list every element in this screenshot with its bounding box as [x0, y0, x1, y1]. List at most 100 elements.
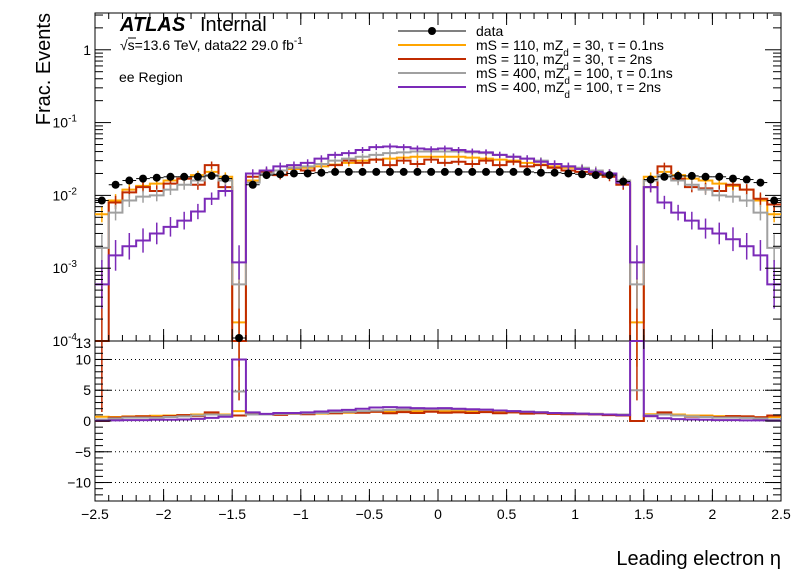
main-series-group [95, 143, 781, 412]
data-point [427, 167, 436, 176]
y-tick-base: 10 [53, 187, 69, 203]
data-point [413, 167, 422, 176]
y-tick-exp: -2 [68, 186, 77, 197]
data-point [660, 172, 669, 181]
legend-label-main: mS = 400, mZ [476, 65, 565, 81]
data-point [468, 167, 477, 176]
legend-label-rest: = 30, τ = 0.1ns [569, 37, 664, 53]
data-point [482, 167, 491, 176]
ratio-series-1-line [95, 410, 781, 422]
data-point [248, 180, 257, 189]
data-point [372, 167, 381, 176]
legend-label-rest: = 100, τ = 2ns [570, 79, 661, 95]
y-tick-base: 10 [53, 333, 69, 349]
data-point [111, 180, 120, 189]
data-point [550, 168, 559, 177]
data-point [523, 167, 532, 176]
x-tick-label: −2.5 [81, 506, 109, 522]
y-tick-exp: -4 [68, 332, 77, 343]
y-tick-label: 10-3 [53, 259, 78, 276]
data-point [495, 167, 504, 176]
y-tick-label: 10-2 [53, 186, 78, 203]
data-point [193, 172, 202, 181]
y-tick-label: 1 [83, 42, 91, 58]
data-point [742, 175, 751, 184]
data-point [646, 175, 655, 184]
legend-data-marker [428, 27, 436, 35]
ratio-series-3-line [95, 340, 781, 422]
data-point [578, 170, 587, 179]
y-tick-label: 10-4 [53, 332, 78, 349]
ratio-y-top-label: 13 [75, 335, 91, 351]
legend-label: mS = 110, mZd = 30, τ = 0.1ns [476, 37, 664, 59]
data-point [454, 167, 463, 176]
y-tick-label: 10-1 [53, 114, 78, 131]
x-tick-label: −2 [156, 506, 172, 522]
legend-label-sub: d [563, 62, 569, 73]
legend-label-rest: = 30, τ = 2ns [569, 51, 652, 67]
data-point [289, 169, 298, 178]
data-point [619, 177, 628, 186]
data-point [262, 171, 271, 180]
x-tick-label: −1 [293, 506, 309, 522]
data-point [591, 171, 600, 180]
lumi-text: √s=13.6 TeV, data22 29.0 fb [120, 37, 294, 53]
data-point [399, 167, 408, 176]
data-point [756, 178, 765, 187]
data-point [344, 167, 353, 176]
ratio-y-tick-label: −10 [67, 475, 91, 491]
ratio-series-group [95, 340, 781, 422]
data-point [564, 169, 573, 178]
data-point [770, 196, 779, 205]
ratio-y-tick-label: 0 [83, 413, 91, 429]
ratio-y-tick-label: 10 [75, 351, 91, 367]
y-axis-label: Frac. Events [33, 13, 55, 125]
legend-label-sub: d [564, 76, 570, 87]
data-point [728, 174, 737, 183]
region-label: ee Region [119, 69, 183, 85]
x-tick-label: 2.5 [771, 506, 791, 522]
data-point [139, 174, 148, 183]
data-point [235, 333, 244, 342]
data-point [536, 168, 545, 177]
ratio-grid [95, 358, 781, 484]
x-tick-label: −1.5 [218, 506, 246, 522]
legend-label-main: mS = 110, mZ [476, 51, 564, 67]
data-point [509, 167, 518, 176]
legend-label-main: mS = 400, mZ [476, 79, 565, 95]
data-point [180, 172, 189, 181]
data-point [303, 169, 312, 178]
legend-label-main: mS = 110, mZ [476, 37, 564, 53]
y-tick-exp: -3 [68, 259, 77, 270]
data-point [166, 172, 175, 181]
ratio-panel-frame [94, 340, 782, 502]
x-tick-label: 2 [709, 506, 717, 522]
data-point [221, 174, 230, 183]
y-tick-base: 10 [53, 115, 69, 131]
data-point [97, 196, 106, 205]
data-point [276, 170, 285, 179]
data-point [125, 176, 134, 185]
legend-label-sub: d [563, 48, 569, 59]
data-point [385, 167, 394, 176]
data-point [701, 172, 710, 181]
x-axis-label: Leading electron η [616, 548, 781, 570]
data-point [207, 171, 216, 180]
x-tick-label: 1.5 [634, 506, 654, 522]
ratio-y-tick-label: 5 [83, 382, 91, 398]
axis-ticks: −2.5 −2 −1.5 −1 −0.5 0 0.5 1 1.5 2 2.510-410-310-2… [53, 13, 791, 522]
internal-label: Internal [200, 14, 267, 36]
series-3-line [95, 150, 781, 286]
y-tick-exp: -1 [68, 114, 77, 125]
legend-label-rest: = 100, τ = 0.1ns [570, 65, 673, 81]
data-point [674, 171, 683, 180]
lumi-sup: -1 [294, 36, 303, 47]
legend-label: mS = 400, mZd = 100, τ = 2ns [476, 79, 661, 101]
x-tick-label: −0.5 [356, 506, 384, 522]
lumi-label: √s=13.6 TeV, data22 29.0 fb-1 [120, 36, 303, 53]
data-point [440, 167, 449, 176]
x-tick-label: 0.5 [497, 506, 517, 522]
data-point [317, 168, 326, 177]
data-point [152, 173, 161, 182]
